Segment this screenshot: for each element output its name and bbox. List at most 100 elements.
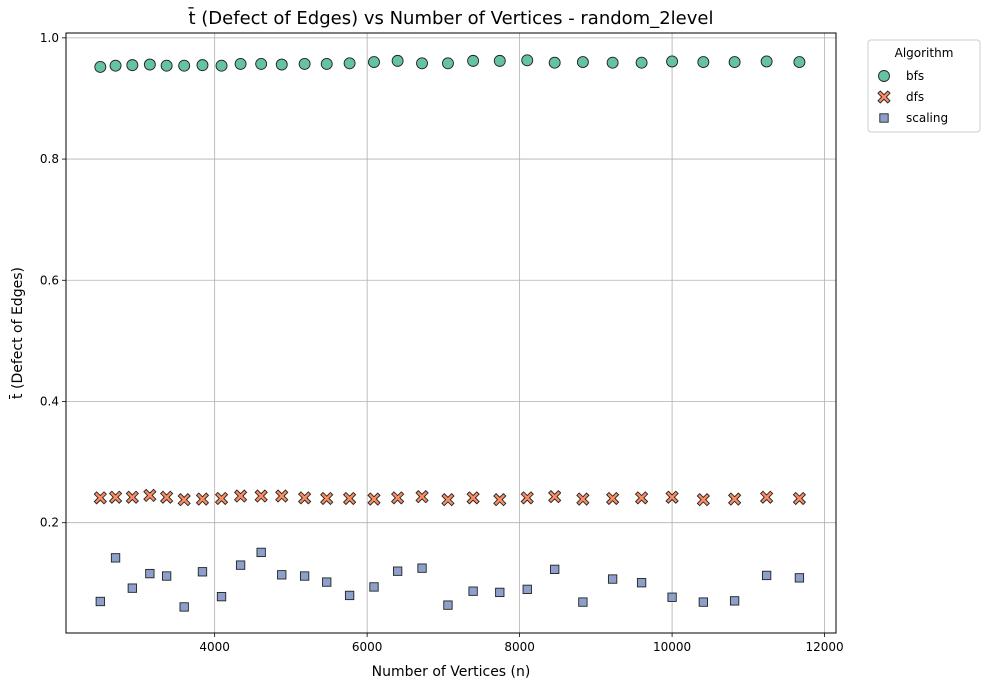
bfs-point	[391, 54, 404, 67]
dfs-point	[297, 491, 312, 505]
scaling-point	[369, 582, 379, 592]
bfs-point	[666, 55, 679, 68]
bfs-point	[298, 57, 311, 70]
dfs-point	[634, 491, 649, 505]
scaling-point	[95, 596, 105, 607]
y-tick-label: 0.2	[40, 516, 59, 530]
series-dfs	[93, 488, 807, 507]
dfs-point	[466, 491, 480, 505]
dfs-point	[759, 490, 774, 504]
x-tick-label: 12000	[805, 640, 843, 654]
bfs-point	[548, 56, 561, 69]
bfs-point	[606, 56, 619, 69]
scaling-point	[322, 577, 332, 587]
bfs-point	[467, 54, 480, 67]
scaling-point	[794, 573, 805, 583]
dfs-point	[727, 492, 742, 506]
scaling-point	[667, 592, 677, 602]
legend-marker-bfs	[878, 70, 890, 82]
scaling-point	[179, 602, 189, 612]
y-tick-label: 1.0	[40, 31, 59, 45]
bfs-point	[493, 54, 506, 67]
legend-marker-dfs	[877, 90, 891, 104]
dfs-point	[548, 489, 562, 504]
legend-title: Algorithm	[895, 46, 954, 60]
bfs-point	[521, 54, 534, 67]
dfs-point	[605, 491, 620, 506]
scaling-point	[216, 591, 227, 602]
scaling-point	[729, 596, 740, 606]
dfs-point	[415, 489, 429, 504]
scaling-point	[495, 587, 505, 598]
legend: Algorithm bfs dfs scaling	[867, 39, 981, 133]
grid-lines	[66, 33, 836, 633]
bfs-point	[178, 59, 191, 72]
dfs-point	[520, 491, 534, 505]
scaling-point	[468, 586, 478, 596]
dfs-point	[108, 490, 123, 504]
bfs-point	[94, 60, 107, 73]
bfs-point	[234, 57, 247, 70]
dfs-point	[254, 489, 268, 503]
bfs-point	[196, 59, 209, 72]
data-points	[93, 54, 807, 612]
scaling-point	[197, 567, 208, 577]
dfs-point	[143, 488, 157, 503]
x-tick-label: 6000	[352, 640, 383, 654]
bfs-point	[442, 57, 454, 70]
legend-label-bfs: bfs	[906, 69, 924, 83]
bfs-point	[275, 58, 288, 71]
dfs-point	[195, 492, 210, 506]
x-axis-label: Number of Vertices (n)	[372, 664, 531, 680]
series-scaling	[95, 547, 805, 612]
scaling-point	[256, 547, 266, 558]
bfs-point	[143, 58, 156, 71]
scaling-point	[235, 560, 246, 570]
y-tick-label: 0.6	[40, 273, 59, 287]
dfs-point	[177, 493, 191, 507]
scaling-point	[761, 570, 772, 581]
x-tick-label: 10000	[653, 640, 691, 654]
scaling-point	[443, 600, 453, 610]
dfs-point	[159, 490, 174, 504]
legend-label-dfs: dfs	[906, 90, 924, 104]
legend-label-scaling: scaling	[906, 111, 948, 125]
scaling-point	[698, 597, 708, 607]
scaling-point	[522, 584, 532, 595]
dfs-point	[792, 491, 807, 506]
scaling-point	[277, 570, 287, 580]
legend-box	[867, 39, 981, 133]
dfs-point	[214, 491, 229, 506]
scaling-point	[607, 574, 618, 584]
dfs-point	[275, 489, 289, 503]
axis-ticks: 4000 6000 8000 10000 12000 0.2 0.4 0.6 0.8 1.0	[40, 31, 844, 654]
scaling-point	[145, 568, 155, 579]
dfs-point	[342, 491, 357, 506]
scaling-point	[417, 563, 427, 573]
scaling-point	[127, 583, 137, 593]
bfs-point	[109, 59, 122, 72]
dfs-point	[390, 491, 405, 505]
legend-marker-scaling	[879, 113, 889, 123]
dfs-point	[367, 492, 381, 506]
scaling-point	[636, 578, 647, 588]
bfs-point	[368, 56, 380, 69]
dfs-point	[696, 493, 710, 507]
bfs-point	[255, 57, 268, 70]
bfs-point	[697, 56, 710, 69]
scaling-point	[161, 571, 172, 581]
y-tick-label: 0.8	[40, 152, 59, 166]
x-tick-label: 8000	[504, 640, 535, 654]
dfs-point	[665, 490, 679, 504]
dfs-point	[576, 492, 590, 506]
dfs-point	[441, 493, 455, 507]
bfs-point	[576, 56, 589, 69]
series-bfs	[94, 54, 806, 73]
scaling-point	[392, 566, 403, 576]
scaling-point	[110, 553, 121, 563]
x-tick-label: 4000	[199, 640, 230, 654]
bfs-point	[416, 57, 428, 70]
scaling-point	[299, 571, 310, 581]
scaling-point	[550, 564, 560, 575]
dfs-point	[233, 489, 248, 503]
